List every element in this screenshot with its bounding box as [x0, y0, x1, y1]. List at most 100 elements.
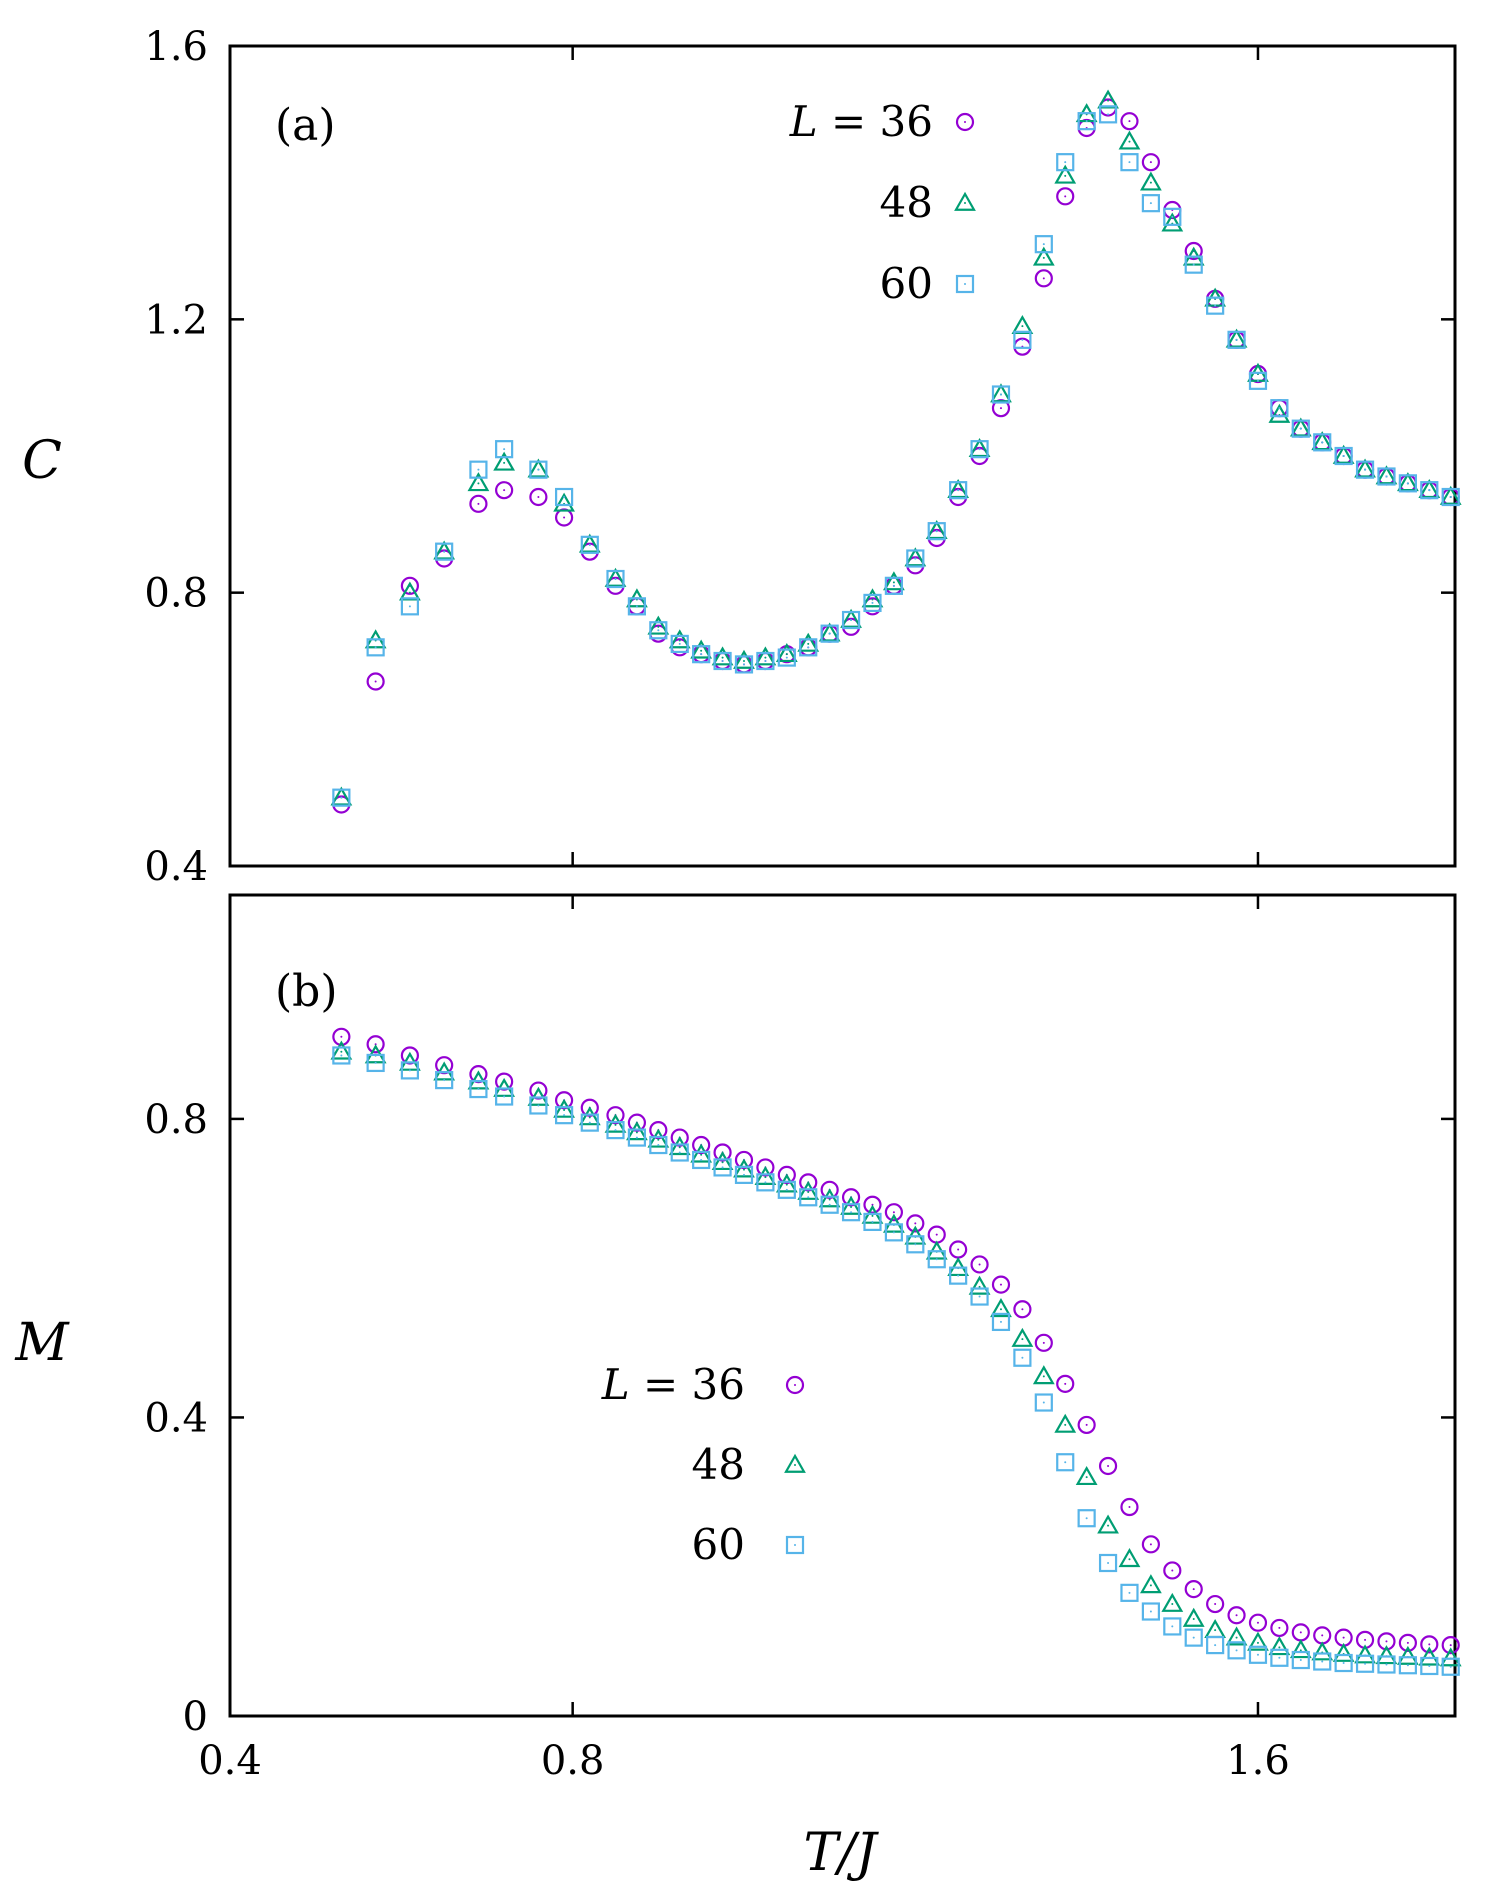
data-point-L60 [1120, 1583, 1139, 1602]
data-point-L60 [1334, 446, 1353, 466]
data-point-L60-dot [742, 663, 745, 666]
data-point-L60-dot [892, 584, 895, 587]
data-point-L60 [435, 1070, 454, 1090]
data-point-L36-dot [914, 1222, 917, 1225]
data-point-L60-dot [1235, 338, 1238, 341]
data-point-L60 [1441, 487, 1460, 507]
data-point-L60-dot [1321, 1660, 1324, 1663]
data-point-L36-dot [477, 502, 480, 505]
data-point-L48 [1354, 1644, 1376, 1664]
data-point-L60-dot [443, 1079, 446, 1082]
data-point-L60 [713, 1158, 732, 1177]
data-point-L60 [970, 440, 989, 459]
data-point-L48 [947, 478, 970, 499]
data-point-L60-dot [807, 646, 810, 649]
data-point-L60 [970, 1287, 989, 1306]
data-point-L60 [332, 1046, 351, 1065]
data-point-L60-dot [1342, 455, 1345, 457]
x-tick-label: 0.4 [198, 1738, 262, 1784]
data-point-L48 [1011, 1327, 1034, 1347]
data-point-L48-dot [700, 649, 703, 652]
data-point-L60-dot [678, 1151, 681, 1154]
legend-marker-L36 [955, 112, 975, 132]
data-point-L48-dot [999, 1308, 1002, 1311]
data-point-L36-dot [1428, 1643, 1431, 1646]
data-point-L60 [1398, 1656, 1417, 1675]
data-point-L60 [1355, 460, 1375, 479]
data-point-L36 [1184, 241, 1203, 261]
data-point-L48 [647, 615, 670, 635]
data-point-L48 [690, 1143, 713, 1163]
panel-label: (b) [275, 966, 338, 1017]
data-point-L36-dot [999, 407, 1002, 410]
data-point-L36-dot [1042, 277, 1045, 280]
data-point-L60 [670, 634, 689, 654]
data-point-L48-dot [1085, 1476, 1088, 1479]
data-point-L48-dot [807, 1191, 810, 1194]
data-point-L36-dot [1364, 1638, 1367, 1641]
data-point-L60-dot [588, 543, 591, 546]
data-point-L48 [775, 1173, 798, 1193]
data-point-L36-dot [1235, 1614, 1238, 1617]
data-point-L60 [1013, 330, 1032, 349]
data-point-L36-dot [1192, 1588, 1195, 1591]
data-point-L60 [1013, 1348, 1032, 1367]
data-point-L48-dot [635, 1131, 638, 1134]
data-point-L60 [841, 1203, 861, 1222]
data-point-L48 [1118, 130, 1141, 150]
data-point-L48-dot [1128, 140, 1131, 143]
data-point-L48 [883, 571, 905, 591]
data-point-L36 [1013, 1300, 1032, 1319]
data-point-L48 [818, 622, 841, 642]
data-point-L60-dot [914, 1243, 917, 1246]
data-point-L60-dot [935, 1258, 938, 1261]
data-point-L60 [1420, 1656, 1439, 1676]
data-point-L60-dot [1171, 215, 1174, 218]
data-point-L48 [1054, 164, 1077, 184]
data-point-L60-dot [721, 660, 724, 662]
data-point-L36 [400, 576, 419, 595]
data-point-L60-dot [1428, 489, 1431, 492]
data-point-L48 [1225, 1626, 1248, 1646]
legend-marker-L60 [785, 1535, 805, 1555]
data-point-L48-dot [1278, 1646, 1281, 1649]
data-point-L60-dot [563, 496, 566, 498]
data-point-L48 [797, 632, 820, 652]
data-point-L60-dot [850, 619, 853, 621]
data-point-L60-dot [850, 1211, 853, 1214]
data-point-L48 [733, 649, 755, 669]
data-point-L60 [1034, 1393, 1053, 1412]
data-point-L36 [1441, 1635, 1460, 1655]
legend-marker-L60 [955, 274, 975, 294]
data-point-L60-dot [828, 1203, 831, 1206]
data-point-L60-dot [1192, 263, 1195, 266]
data-point-L48-dot [1171, 1603, 1174, 1606]
data-point-L48-dot [742, 1168, 745, 1171]
data-point-L48 [493, 451, 516, 471]
data-point-L36-dot [1449, 1644, 1452, 1647]
data-point-L48 [1311, 431, 1334, 451]
data-point-L60-dot [657, 629, 660, 632]
data-point-L60-dot [1107, 113, 1110, 116]
data-point-L60-dot [1278, 407, 1281, 410]
data-point-L48 [1289, 417, 1312, 437]
data-point-L60 [1056, 1453, 1075, 1472]
data-point-L36-dot [1021, 1308, 1024, 1311]
data-point-L60-dot [700, 1158, 703, 1161]
data-point-L60 [863, 593, 882, 613]
data-point-L60 [1291, 419, 1310, 438]
data-point-L60-dot [1278, 1656, 1281, 1659]
data-point-L48 [711, 1150, 734, 1171]
data-point-L36 [1141, 1535, 1160, 1554]
data-point-L48-dot [785, 653, 788, 656]
data-point-L36 [1077, 1415, 1096, 1435]
data-point-L60-dot [1064, 161, 1067, 164]
legend-marker-L48 [954, 191, 976, 211]
data-point-L60-dot [635, 605, 638, 608]
data-point-L60 [734, 1165, 754, 1184]
data-point-L36 [1227, 1606, 1246, 1625]
data-point-L60-dot [785, 656, 788, 659]
panel-label: (a) [275, 100, 336, 151]
data-point-L48-dot [828, 1198, 831, 1201]
